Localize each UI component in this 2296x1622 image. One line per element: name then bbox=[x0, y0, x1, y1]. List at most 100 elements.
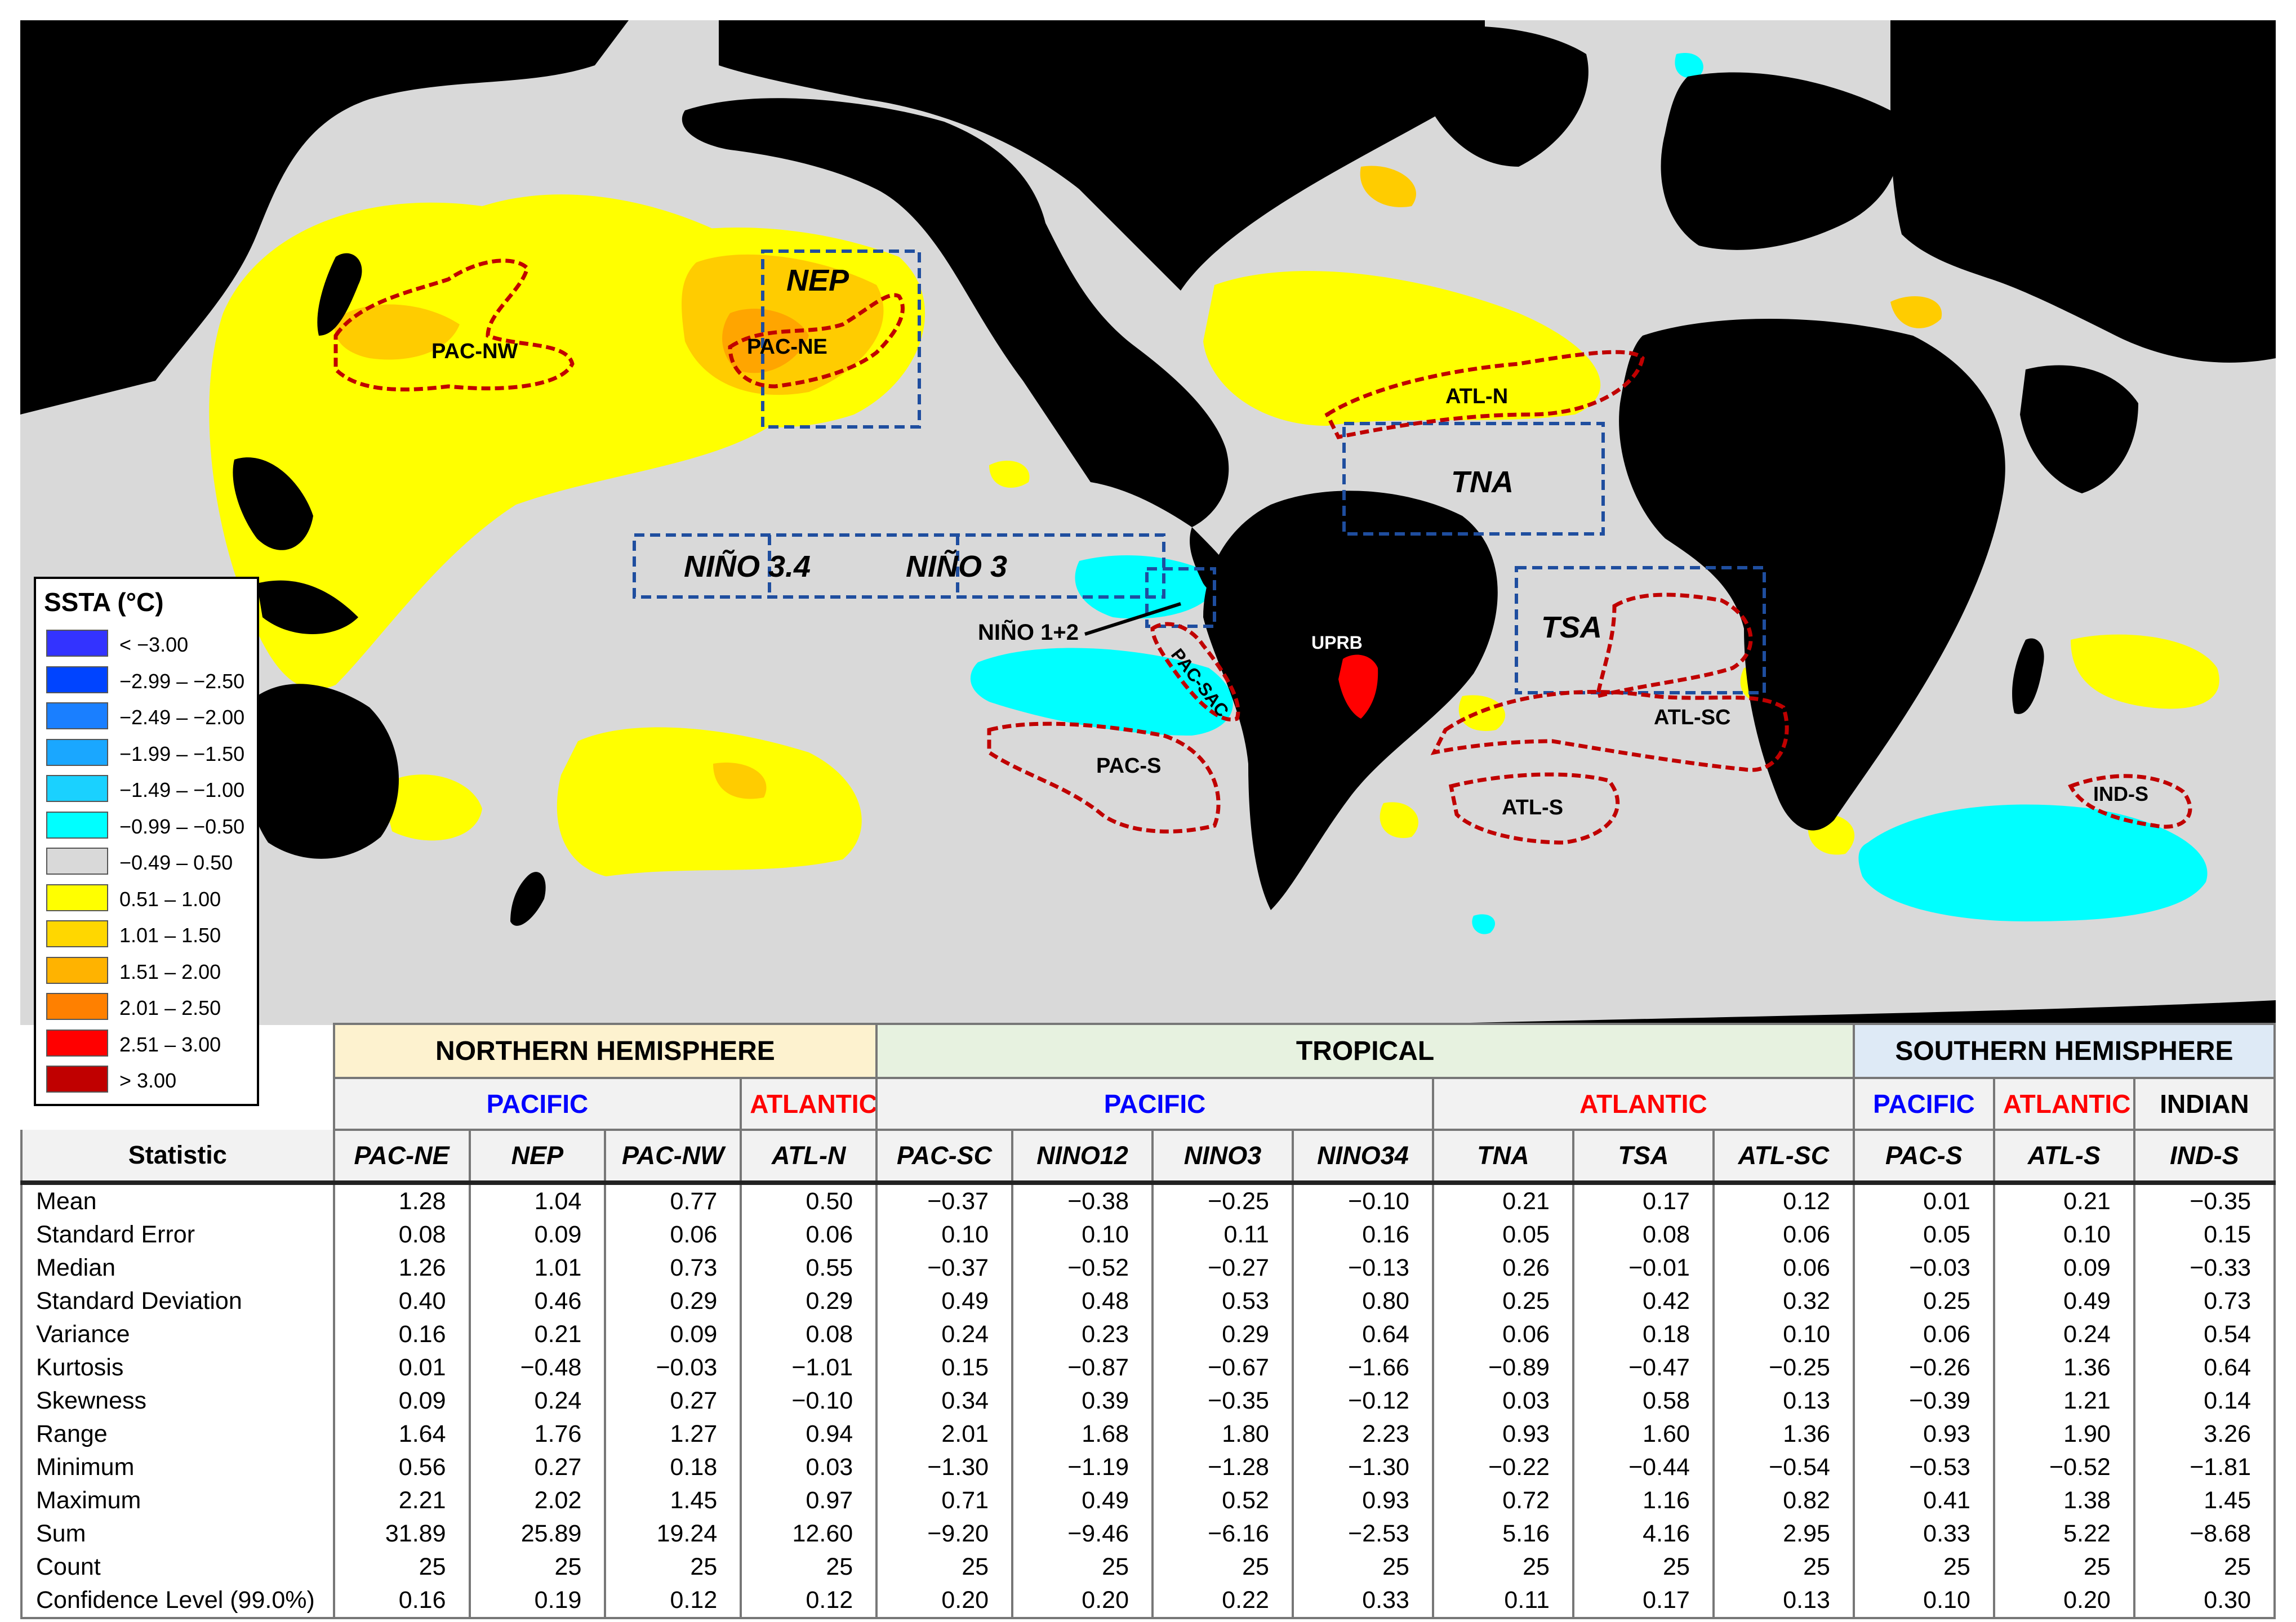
table-cell: 0.08 bbox=[740, 1318, 878, 1351]
table-cell: −0.10 bbox=[1291, 1183, 1434, 1218]
table-cell: 1.28 bbox=[332, 1183, 471, 1218]
column-header-pac-ne: PAC-NE bbox=[332, 1130, 471, 1185]
table-row: Median 1.26 1.01 0.73 0.55 −0.37 −0.52 −0.27 −0.… bbox=[20, 1251, 2276, 1285]
subgroup-tr-pacific: PACIFIC bbox=[875, 1077, 1434, 1131]
legend-item: > 3.00 bbox=[46, 1066, 255, 1094]
legend-swatch bbox=[46, 920, 108, 947]
label-uprb: UPRB bbox=[1311, 632, 1363, 653]
legend-swatch bbox=[46, 630, 108, 657]
table-cell: 0.24 bbox=[468, 1384, 607, 1418]
table-body: Mean 1.28 1.04 0.77 0.50 −0.37 −0.38 −0.25 −0.10… bbox=[20, 1183, 2276, 1619]
ind-s-region bbox=[2068, 774, 2192, 829]
statistics-table: NORTHERN HEMISPHERE TROPICAL SOUTHERN HE… bbox=[20, 1023, 2276, 1619]
statistic-name: Skewness bbox=[20, 1384, 335, 1418]
legend-item: 2.01 – 2.50 bbox=[46, 993, 255, 1021]
table-cell: 25 bbox=[740, 1550, 878, 1584]
column-header-pac-nw: PAC-NW bbox=[604, 1130, 742, 1185]
legend-item: −2.99 – −2.50 bbox=[46, 666, 255, 694]
legend-item: < −3.00 bbox=[46, 630, 255, 658]
table-cell: 0.05 bbox=[1431, 1218, 1574, 1251]
legend-label: −1.49 – −1.00 bbox=[119, 778, 245, 801]
label-tsa: TSA bbox=[1541, 611, 1602, 644]
legend-swatch bbox=[46, 702, 108, 729]
table-cell: −1.66 bbox=[1291, 1351, 1434, 1384]
table-cell: 0.33 bbox=[1291, 1584, 1434, 1619]
table-cell: −1.01 bbox=[740, 1351, 878, 1384]
table-row: Kurtosis 0.01 −0.48 −0.03 −1.01 0.15 −0.87 −0.6… bbox=[20, 1351, 2276, 1384]
table-row: Standard Deviation 0.40 0.46 0.29 0.29 0.49 0.… bbox=[20, 1285, 2276, 1318]
table-cell: 0.52 bbox=[1151, 1484, 1294, 1517]
table-cell: 0.06 bbox=[1712, 1218, 1855, 1251]
table-cell: −0.12 bbox=[1291, 1384, 1434, 1418]
table-cell: −1.81 bbox=[2133, 1451, 2276, 1484]
table-cell: 0.11 bbox=[1151, 1218, 1294, 1251]
table-cell: 0.73 bbox=[2133, 1285, 2276, 1318]
table-cell: −0.27 bbox=[1151, 1251, 1294, 1285]
table-cell: 0.93 bbox=[1852, 1418, 1995, 1451]
label-nino12: NIÑO 1+2 bbox=[978, 619, 1079, 645]
statistic-name: Count bbox=[20, 1550, 335, 1584]
legend-item: −0.99 – −0.50 bbox=[46, 811, 255, 840]
table-cell: 0.64 bbox=[2133, 1351, 2276, 1384]
table-cell: 0.15 bbox=[2133, 1218, 2276, 1251]
table-cell: −0.13 bbox=[1291, 1251, 1434, 1285]
table-cell: 0.12 bbox=[740, 1584, 878, 1619]
table-cell: 4.16 bbox=[1572, 1517, 1715, 1550]
table-cell: 0.94 bbox=[740, 1418, 878, 1451]
table-cell: 31.89 bbox=[332, 1517, 471, 1550]
table-cell: 0.19 bbox=[468, 1584, 607, 1619]
subgroup-sh-atlantic: ATLANTIC bbox=[1992, 1077, 2135, 1131]
table-cell: 0.54 bbox=[2133, 1318, 2276, 1351]
table-cell: 25 bbox=[1712, 1550, 1855, 1584]
legend-item: 1.51 – 2.00 bbox=[46, 956, 255, 985]
label-nep: NEP bbox=[786, 264, 849, 297]
table-cell: 0.21 bbox=[468, 1318, 607, 1351]
table-cell: 1.16 bbox=[1572, 1484, 1715, 1517]
blank-cell bbox=[21, 1024, 334, 1078]
table-cell: −0.01 bbox=[1572, 1251, 1715, 1285]
legend-swatch bbox=[46, 1029, 108, 1057]
table-cell: 25.89 bbox=[468, 1517, 607, 1550]
legend-item: −2.49 – −2.00 bbox=[46, 702, 255, 730]
column-header-nino3: NINO3 bbox=[1151, 1130, 1294, 1185]
table-cell: −0.22 bbox=[1431, 1451, 1574, 1484]
table-cell: 1.60 bbox=[1572, 1418, 1715, 1451]
table-row: Standard Error 0.08 0.09 0.06 0.06 0.10 0.10 0.… bbox=[20, 1218, 2276, 1251]
statistic-column-header: Statistic bbox=[20, 1130, 335, 1185]
nep-box bbox=[761, 249, 921, 429]
legend-title: SSTA (°C) bbox=[44, 587, 164, 617]
table-cell: −0.25 bbox=[1712, 1351, 1855, 1384]
table-cell: 1.90 bbox=[1992, 1418, 2135, 1451]
table-cell: −0.52 bbox=[1992, 1451, 2135, 1484]
table-cell: 0.05 bbox=[1852, 1218, 1995, 1251]
table-cell: 0.09 bbox=[1992, 1251, 2135, 1285]
legend-label: −0.49 – 0.50 bbox=[119, 851, 233, 874]
table-cell: 0.16 bbox=[332, 1584, 471, 1619]
study-regions bbox=[333, 259, 2192, 845]
label-pac-ne: PAC-NE bbox=[747, 335, 827, 359]
table-cell: 0.21 bbox=[1992, 1183, 2135, 1218]
blank-cell bbox=[21, 1078, 334, 1130]
table-cell: 12.60 bbox=[740, 1517, 878, 1550]
column-header-atl-s: ATL-S bbox=[1992, 1130, 2135, 1185]
tsa-region bbox=[1595, 592, 1753, 699]
table-cell: 0.18 bbox=[1572, 1318, 1715, 1351]
label-pac-nw: PAC-NW bbox=[431, 340, 518, 363]
table-cell: 0.48 bbox=[1011, 1285, 1154, 1318]
table-cell: −8.68 bbox=[2133, 1517, 2276, 1550]
table-cell: 5.22 bbox=[1992, 1517, 2135, 1550]
table-cell: 0.16 bbox=[332, 1318, 471, 1351]
table-cell: −0.53 bbox=[1852, 1451, 1995, 1484]
table-cell: 1.01 bbox=[468, 1251, 607, 1285]
table-cell: −0.25 bbox=[1151, 1183, 1294, 1218]
table-cell: −0.54 bbox=[1712, 1451, 1855, 1484]
label-nino3: NIÑO 3 bbox=[906, 550, 1007, 583]
statistic-name: Median bbox=[20, 1251, 335, 1285]
label-nino34: NIÑO 3.4 bbox=[684, 550, 811, 583]
table-cell: 2.02 bbox=[468, 1484, 607, 1517]
legend-item: 1.01 – 1.50 bbox=[46, 920, 255, 948]
table-cell: 1.04 bbox=[468, 1183, 607, 1218]
table-cell: 0.08 bbox=[1572, 1218, 1715, 1251]
table-row: Range 1.64 1.76 1.27 0.94 2.01 1.68 1.80 2.23 0.9… bbox=[20, 1418, 2276, 1451]
pac-ne-region bbox=[728, 293, 905, 389]
